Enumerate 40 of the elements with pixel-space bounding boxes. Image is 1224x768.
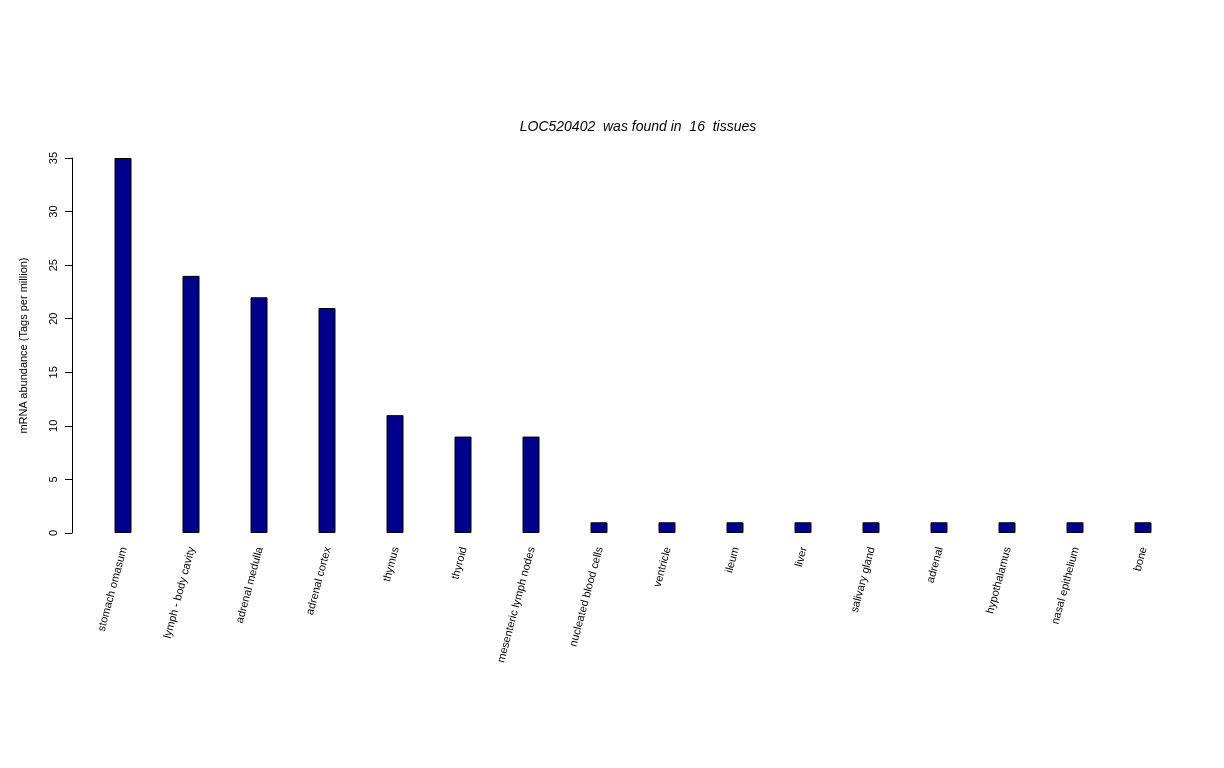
y-tick-label: 5 <box>46 476 59 483</box>
x-tick-label: liver <box>791 545 809 569</box>
bar <box>1066 522 1084 533</box>
y-tick-label: 20 <box>46 312 59 325</box>
bar <box>590 522 608 533</box>
x-tick-label: adrenal medulla <box>232 544 266 625</box>
bar <box>658 522 676 533</box>
x-tick-label: stomach omasum <box>94 545 129 633</box>
bar <box>454 436 472 533</box>
x-tick-label: nucleated blood cells <box>566 544 605 648</box>
y-tick-label: 25 <box>46 259 59 272</box>
bar <box>522 436 540 533</box>
bar <box>930 522 948 533</box>
bar <box>998 522 1016 533</box>
x-tick-label: bone <box>1130 545 1149 573</box>
x-tick-label: lymph - body cavity <box>160 544 197 640</box>
x-tick-label: thymus <box>380 544 401 583</box>
x-tick-label: adrenal <box>923 545 945 584</box>
bar <box>386 415 404 533</box>
y-tick-label: 30 <box>46 205 59 218</box>
bar <box>318 308 336 533</box>
y-axis-title: mRNA abundance (Tags per million) <box>16 257 29 434</box>
x-tick-label: ileum <box>722 545 741 574</box>
x-tick-label: ventricle <box>650 545 673 589</box>
x-tick-label: nasal epithelium <box>1048 545 1081 626</box>
bar <box>250 297 268 533</box>
bar <box>114 158 132 533</box>
y-tick-label: 0 <box>46 529 59 537</box>
y-tick-label: 15 <box>46 366 59 379</box>
bar <box>1134 522 1152 533</box>
bar <box>726 522 744 533</box>
bar <box>862 522 880 533</box>
x-tick-label: thyroid <box>448 545 469 581</box>
chart-title: LOC520402 was found in 16 tissues <box>519 118 757 134</box>
y-tick-label: 10 <box>46 419 59 432</box>
bar <box>182 275 200 533</box>
x-tick-label: salivary gland <box>847 545 877 614</box>
x-tick-label: adrenal cortex <box>303 544 333 616</box>
y-tick-label: 35 <box>46 151 59 165</box>
bar <box>794 522 812 533</box>
